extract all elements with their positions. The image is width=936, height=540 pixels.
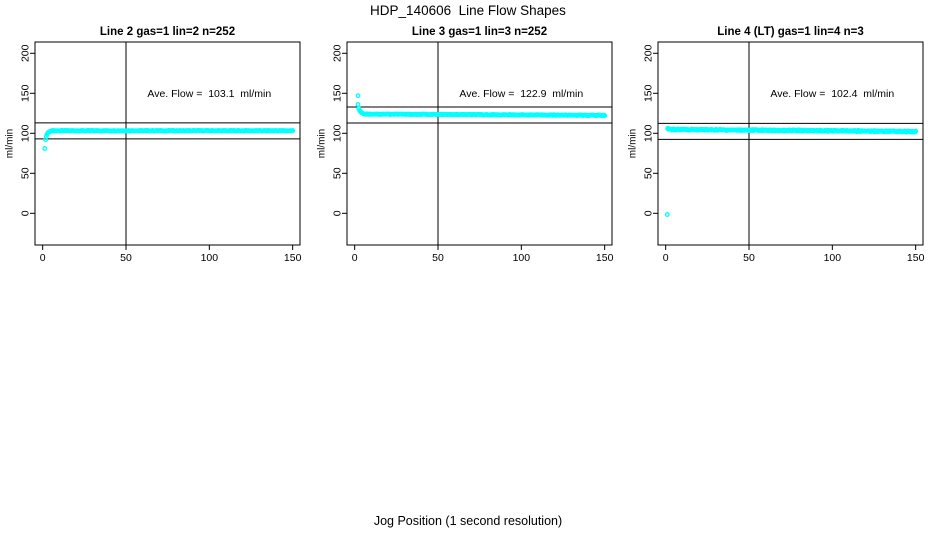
data-point [601,113,607,119]
y-tick-label: 200 [20,44,32,62]
data-point [290,128,296,134]
y-tick-label: 100 [20,124,32,142]
x-tick-label: 0 [351,252,357,264]
y-axis-label: ml/min [628,129,639,158]
data-point [42,146,48,151]
x-tick-label: 0 [40,252,46,264]
data-points [355,93,607,119]
y-tick-label: 0 [331,210,343,216]
y-tick-label: 100 [643,124,655,142]
data-point [355,102,360,107]
y-axis-label: ml/min [5,129,16,158]
panel-1-plot: Line 3 gas=1 lin=3 n=252 Ave. Flow = 122.… [316,26,613,264]
y-tick-label: 200 [643,44,655,62]
y-axis-label: ml/min [316,129,327,158]
panel-title: Line 4 (LT) gas=1 lin=4 n=3 [717,26,863,38]
panel-title: Line 2 gas=1 lin=2 n=252 [100,26,235,38]
y-tick-label: 150 [20,84,32,102]
panel-0-plot: Line 2 gas=1 lin=2 n=252 Ave. Flow = 103.… [5,26,302,264]
plot-box [346,41,612,246]
x-tick-label: 100 [824,252,842,264]
data-points [42,128,296,151]
y-tick-label: 150 [331,84,343,102]
data-points [664,126,919,217]
annotation-ave-flow: Ave. Flow = 103.1 ml/min [147,88,271,100]
panel-title: Line 3 gas=1 lin=3 n=252 [411,26,546,38]
panel-2-plot: Line 4 (LT) gas=1 lin=4 n=3 Ave. Flow = 1… [628,26,925,264]
y-tick-label: 50 [643,167,655,179]
y-tick-label: 50 [331,167,343,179]
x-tick-label: 150 [595,252,613,264]
y-tick-label: 150 [643,84,655,102]
y-tick-label: 100 [331,124,343,142]
data-point [664,212,670,217]
plot-box [657,41,924,246]
x-tick-label: 50 [120,252,132,264]
x-tick-label: 100 [201,252,219,264]
y-tick-label: 200 [331,44,343,62]
data-point [913,128,919,134]
annotation-ave-flow: Ave. Flow = 102.4 ml/min [770,88,894,100]
x-tick-label: 50 [743,252,755,264]
x-tick-label: 0 [663,252,669,264]
main-title: HDP_140606 Line Flow Shapes [370,3,566,18]
x-tick-label: 50 [432,252,444,264]
x-tick-label: 150 [907,252,925,264]
annotation-ave-flow: Ave. Flow = 122.9 ml/min [459,88,583,100]
x-tick-label: 100 [512,252,530,264]
plot-box [34,41,301,246]
y-tick-label: 50 [20,167,32,179]
y-tick-label: 0 [20,210,32,216]
data-point [355,93,360,99]
x-axis-label: Jog Position (1 second resolution) [373,514,563,528]
y-tick-label: 0 [643,210,655,216]
x-tick-label: 150 [284,252,302,264]
